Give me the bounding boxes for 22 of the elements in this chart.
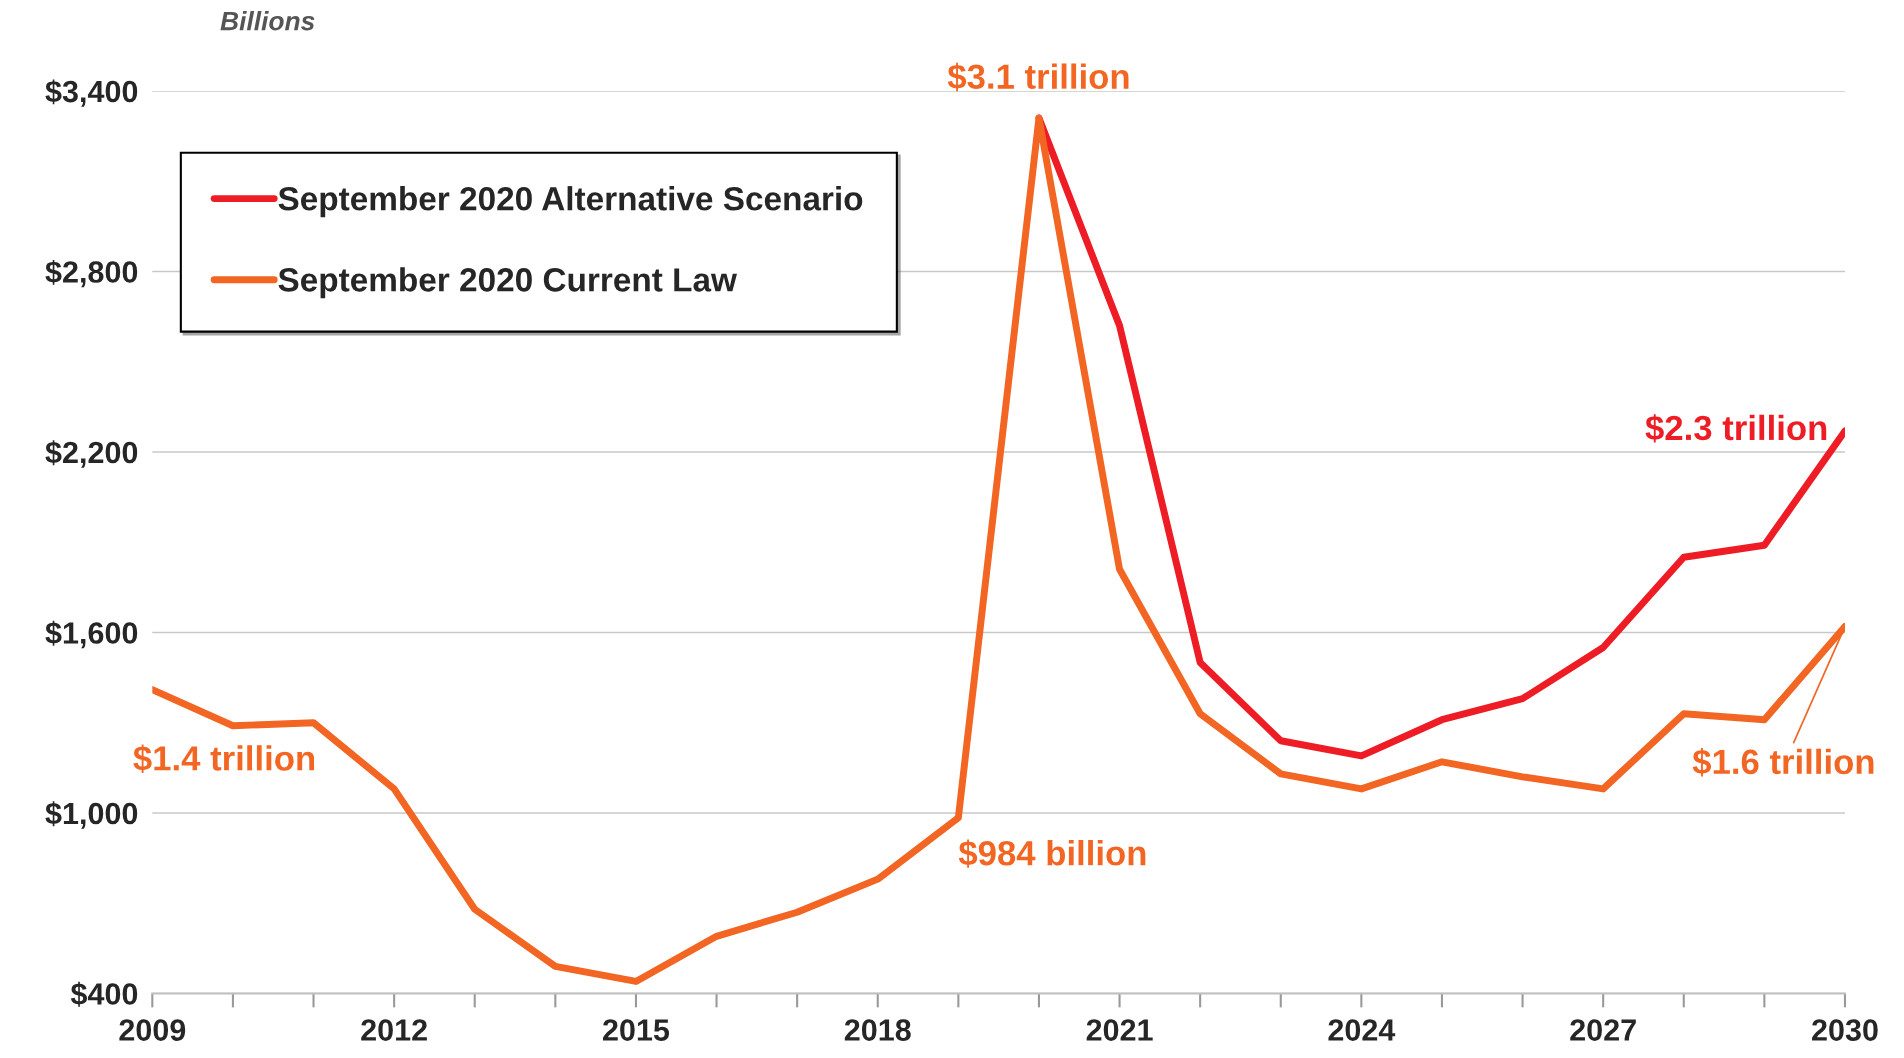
y-tick-label: $2,800	[45, 259, 138, 288]
x-tick-label: 2018	[844, 1019, 911, 1041]
annotation: $2.3 trillion	[1645, 414, 1827, 443]
y-tick-label: $3,400	[45, 79, 138, 107]
annotation: $1.4 trillion	[133, 744, 315, 773]
annotation: $3.1 trillion	[947, 62, 1129, 92]
x-tick-label: 2027	[1570, 1019, 1636, 1041]
x-tick-label: 2015	[603, 1019, 670, 1041]
y-tick-label: $1,600	[45, 620, 138, 649]
x-tick-label: 2021	[1086, 1019, 1153, 1041]
legend-label: September 2020 Alternative Scenario	[278, 186, 863, 218]
y-axis-title: Billions	[220, 11, 315, 31]
legend-label: September 2020 Current Law	[278, 267, 737, 299]
y-tick-label: $2,200	[45, 440, 138, 468]
x-tick-label: 2024	[1328, 1019, 1396, 1041]
y-tick-label: $1,000	[45, 801, 138, 829]
x-tick-label: 2030	[1812, 1019, 1878, 1041]
x-tick-label: 2012	[361, 1019, 427, 1041]
annotation: $984 billion	[958, 839, 1146, 868]
annotation: $1.6 trillion	[1692, 748, 1874, 777]
x-tick-label: 2009	[119, 1019, 186, 1041]
y-tick-label: $400	[70, 981, 138, 1007]
